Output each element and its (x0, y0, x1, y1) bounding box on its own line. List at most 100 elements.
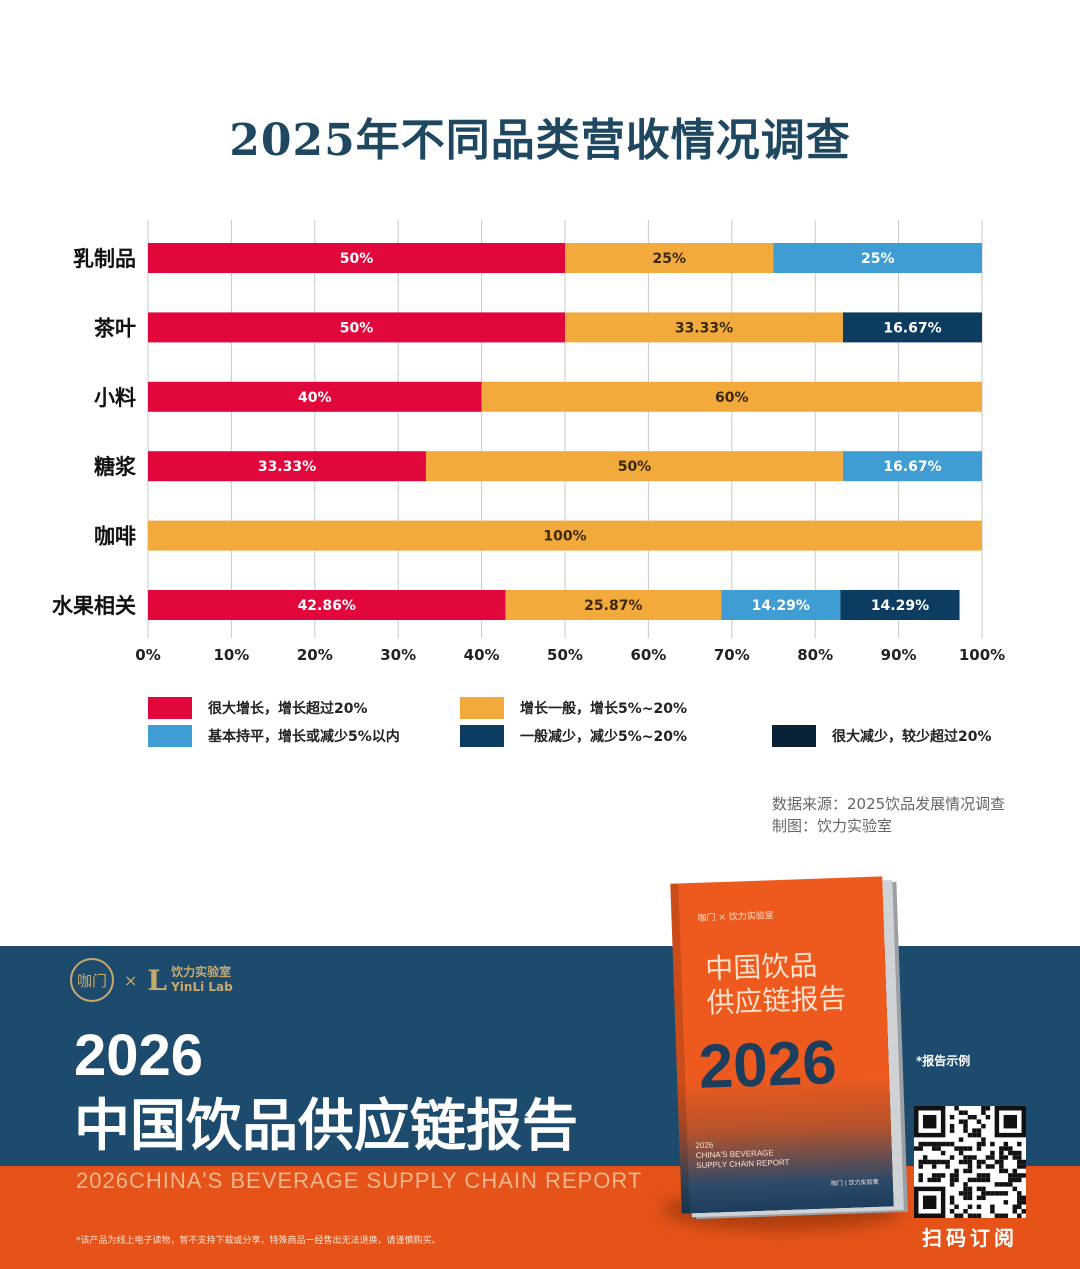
qr-module (976, 1186, 982, 1192)
report-book-cover[interactable]: 咖门 × 饮力实验室 中国饮品 供应链报告 2026 2026 CHINA'S … (670, 876, 894, 1214)
category-label: 茶叶 (94, 316, 136, 340)
qr-module (954, 1173, 959, 1178)
qr-module (972, 1114, 977, 1120)
qr-module (990, 1191, 995, 1196)
qr-module (1021, 1200, 1026, 1205)
book-en-line: SUPPLY CHAIN REPORT (695, 1157, 790, 1171)
qr-module (931, 1146, 937, 1151)
qr-module (1003, 1141, 1009, 1147)
qr-module (1012, 1209, 1018, 1214)
promo-subtitle: 2026CHINA'S BEVERAGE SUPPLY CHAIN REPORT (76, 1168, 643, 1193)
qr-module (927, 1177, 932, 1183)
qr-module (976, 1119, 982, 1124)
qr-module (985, 1155, 991, 1160)
qr-module (976, 1213, 982, 1218)
qr-module (945, 1164, 950, 1169)
subscribe-label[interactable]: 扫码订阅 (922, 1226, 1018, 1250)
qr-module (999, 1168, 1004, 1174)
qr-module (1012, 1186, 1018, 1192)
legend-label: 很大增长，增长超过20% (208, 701, 368, 717)
bar-segment (148, 243, 565, 273)
qr-module (963, 1186, 968, 1192)
qr-module (1012, 1168, 1018, 1174)
qr-module (972, 1128, 977, 1133)
qr-module (936, 1146, 941, 1151)
qr-module (981, 1195, 986, 1201)
qr-module (1003, 1182, 1009, 1187)
qr-module (931, 1173, 937, 1178)
qr-module (918, 1159, 923, 1165)
qr-module (976, 1177, 982, 1183)
data-label: 50% (340, 320, 374, 336)
qr-module (963, 1119, 968, 1124)
qr-module (958, 1159, 964, 1165)
qr-module (972, 1155, 977, 1160)
qr-module (967, 1155, 973, 1160)
qr-module (994, 1182, 1000, 1187)
qr-module (940, 1141, 946, 1147)
x-tick-label: 10% (213, 646, 249, 664)
qr-module (1017, 1200, 1022, 1205)
qr-module (1021, 1159, 1026, 1165)
qr-module (918, 1146, 923, 1151)
data-label: 16.67% (883, 459, 941, 475)
qr-module (940, 1150, 946, 1156)
qr-module (954, 1146, 959, 1151)
legend-item: 很大增长，增长超过20% (148, 697, 368, 719)
qr-module (1021, 1209, 1026, 1214)
qr-module (967, 1177, 973, 1183)
legend-item: 增长一般，增长5%~20% (460, 697, 687, 719)
qr-module (967, 1195, 973, 1201)
x-tick-label: 50% (547, 646, 583, 664)
qr-module (918, 1141, 923, 1147)
qr-module (936, 1177, 941, 1183)
qr-module (967, 1191, 973, 1196)
qr-module (963, 1155, 968, 1160)
bar-segment (721, 590, 841, 620)
promo-title: 中国饮品供应链报告 (74, 1094, 578, 1159)
qr-module (972, 1177, 977, 1183)
x-tick-label: 20% (297, 646, 333, 664)
qr-module (999, 1191, 1004, 1196)
qr-module (931, 1164, 937, 1169)
qr-module (914, 1146, 919, 1151)
qr-module (976, 1128, 982, 1133)
x-tick-label: 0% (135, 646, 160, 664)
legend-swatch (148, 697, 192, 719)
qr-module (972, 1213, 977, 1218)
qr-module (985, 1173, 991, 1178)
qr-module (954, 1177, 959, 1183)
qr-module (918, 1164, 923, 1169)
bar-segment (842, 312, 982, 343)
qr-module (976, 1159, 982, 1165)
brand-en: YinLi Lab (171, 980, 233, 994)
data-label: 33.33% (675, 320, 733, 336)
bar-segment (148, 520, 982, 551)
qr-module (931, 1159, 937, 1165)
qr-module (999, 1150, 1004, 1156)
qr-module (949, 1173, 955, 1178)
credit-line: 制图：饮力实验室 (772, 817, 893, 835)
data-label: 40% (298, 390, 332, 406)
qr-module (918, 1173, 923, 1178)
data-source: 数据来源：2025饮品发展情况调查 制图：饮力实验室 (772, 793, 1005, 837)
qr-module (1017, 1177, 1022, 1183)
qr-module (1021, 1164, 1026, 1169)
qr-module (976, 1146, 982, 1151)
data-label: 14.29% (752, 598, 810, 614)
qr-module (967, 1164, 973, 1169)
qr-module (976, 1173, 982, 1178)
qr-module (990, 1141, 995, 1147)
qr-module (963, 1146, 968, 1151)
qr-code-icon[interactable] (914, 1106, 1026, 1218)
qr-module (1008, 1146, 1013, 1151)
data-label: 50% (618, 459, 652, 475)
x-tick-label: 60% (630, 646, 666, 664)
qr-module (981, 1110, 986, 1115)
qr-module (958, 1191, 964, 1196)
x-tick-label: 100% (959, 646, 1005, 664)
brand-cn: 饮力实验室 (171, 965, 232, 979)
qr-module (949, 1182, 955, 1187)
qr-module (990, 1164, 995, 1169)
book-brand: 咖门 × 饮力实验室 (697, 911, 774, 924)
